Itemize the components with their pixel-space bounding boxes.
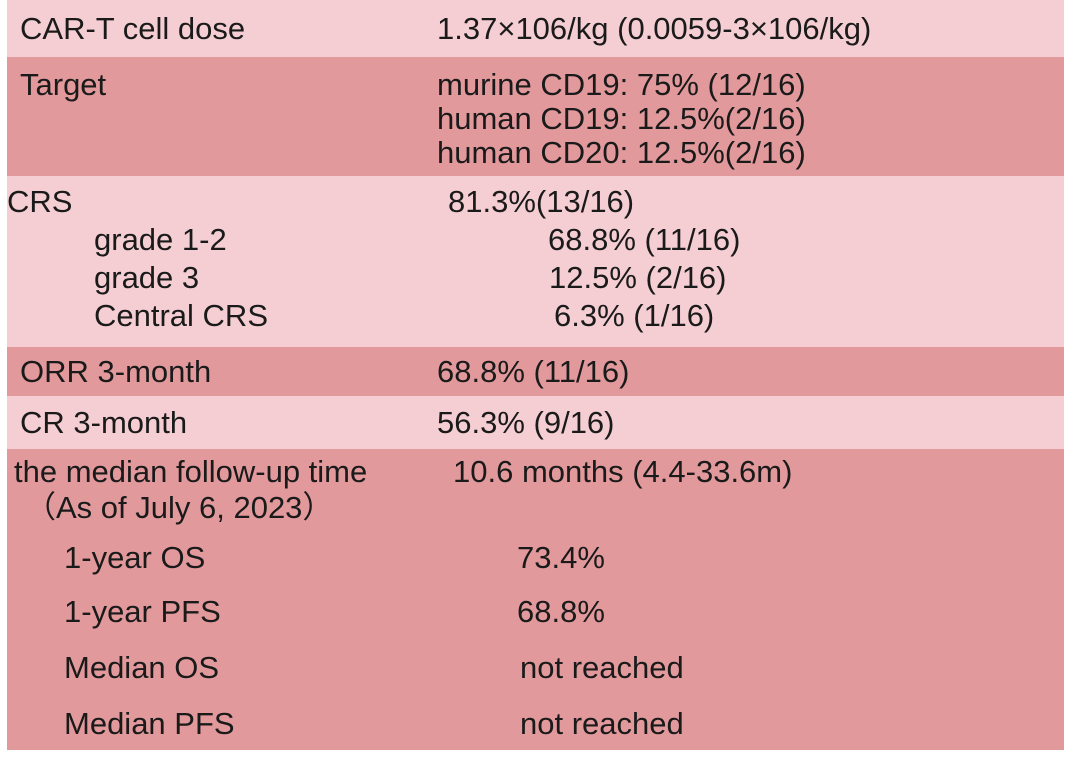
sub-row-label: 1-year PFS <box>64 594 221 629</box>
sub-row-1year-os: 1-year OS 73.4% <box>7 540 1064 576</box>
row-value: 81.3%(13/16) 68.8% (11/16) 12.5% (2/16) … <box>437 183 1064 347</box>
crs-sub-value: 68.8% (11/16) <box>548 222 741 257</box>
row-value: 10.6 months (4.4-33.6m) <box>437 454 1064 526</box>
row-value: murine CD19: 75% (12/16) human CD19: 12.… <box>437 68 1064 176</box>
table-row-crs: CRS grade 1-2 grade 3 Central CRS 81.3%(… <box>7 176 1064 347</box>
row-label: ORR 3-month <box>20 353 212 389</box>
crs-label: CRS <box>7 184 73 219</box>
crs-sub-label: Central CRS <box>94 298 268 333</box>
target-value-line: human CD20: 12.5%(2/16) <box>437 135 806 170</box>
crs-sub-label: grade 3 <box>94 260 200 295</box>
target-value-line: murine CD19: 75% (12/16) <box>437 67 806 102</box>
sub-row-median-os: Median OS not reached <box>7 650 1064 686</box>
sub-row-value: not reached <box>520 706 684 741</box>
sub-row-median-pfs: Median PFS not reached <box>7 706 1064 742</box>
followup-value: 10.6 months (4.4-33.6m) <box>453 454 793 489</box>
followup-label: the median follow-up time <box>14 454 368 489</box>
row-value: 56.3% (9/16) <box>437 404 615 440</box>
sub-row-1year-pfs: 1-year PFS 68.8% <box>7 594 1064 630</box>
crs-value: 81.3%(13/16) <box>448 184 635 219</box>
clinical-results-table: CAR-T cell dose 1.37×106/kg (0.0059-3×10… <box>7 0 1064 750</box>
row-label: CAR-T cell dose <box>20 10 246 46</box>
crs-sub-value: 12.5% (2/16) <box>549 260 727 295</box>
row-label: CRS grade 1-2 grade 3 Central CRS <box>7 183 437 347</box>
sub-row-value: not reached <box>520 650 684 685</box>
crs-sub-value: 6.3% (1/16) <box>554 298 715 333</box>
crs-sub-label: grade 1-2 <box>94 222 227 257</box>
table-row-followup: the median follow-up time （As of July 6,… <box>7 449 1064 750</box>
row-value: 68.8% (11/16) <box>437 353 630 389</box>
sub-row-value: 68.8% <box>517 594 605 629</box>
sub-row-label: Median PFS <box>64 706 235 741</box>
sub-row-value: 73.4% <box>517 540 605 575</box>
row-label: CR 3-month <box>20 404 188 440</box>
table-row-dose: CAR-T cell dose 1.37×106/kg (0.0059-3×10… <box>7 0 1064 57</box>
table-row-cr: CR 3-month 56.3% (9/16) <box>7 396 1064 449</box>
row-label: the median follow-up time （As of July 6,… <box>7 454 437 526</box>
sub-row-label: Median OS <box>64 650 220 685</box>
followup-header: the median follow-up time （As of July 6,… <box>7 454 1064 526</box>
followup-label-note: （As of July 6, 2023） <box>25 490 334 525</box>
sub-row-label: 1-year OS <box>64 540 206 575</box>
target-value-line: human CD19: 12.5%(2/16) <box>437 101 806 136</box>
row-label: Target <box>20 67 107 102</box>
table-row-target: Target murine CD19: 75% (12/16) human CD… <box>7 57 1064 176</box>
row-value: 1.37×106/kg (0.0059-3×106/kg) <box>437 10 872 46</box>
table-row-orr: ORR 3-month 68.8% (11/16) <box>7 347 1064 396</box>
